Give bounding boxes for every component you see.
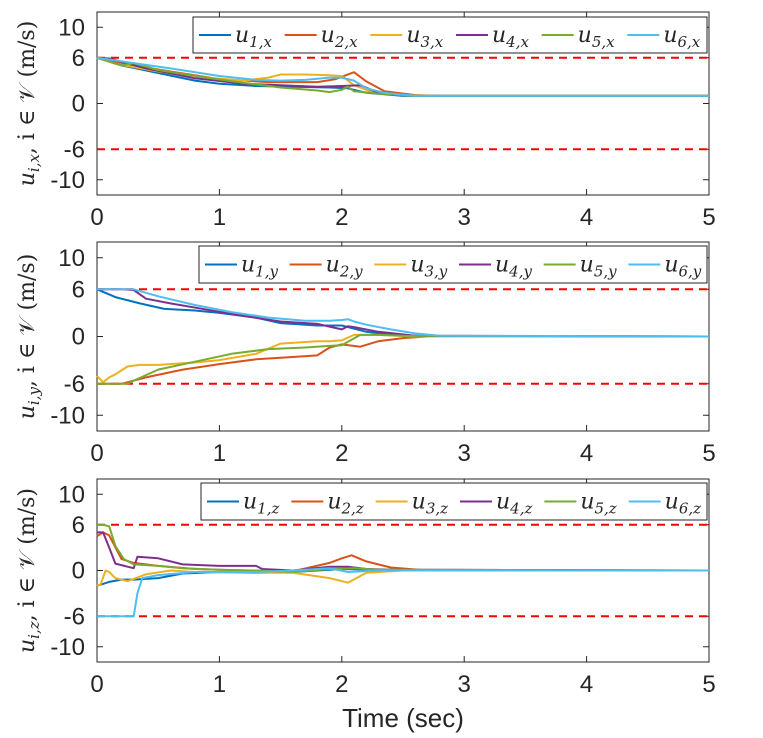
y-tick-label: 10 — [58, 245, 85, 272]
legend-entry-u5z: u5,z — [580, 490, 616, 518]
series-line-u4z — [97, 531, 710, 572]
y-tick-label: 0 — [72, 324, 85, 351]
x-tick-label: 0 — [90, 440, 103, 467]
series-line-u5y — [97, 333, 710, 385]
x-tick-label: 1 — [213, 204, 226, 231]
x-tick-label: 0 — [90, 204, 103, 231]
legend-entry-u1x: u1,x — [235, 23, 272, 51]
x-tick-label: 2 — [335, 440, 348, 467]
legend-entry-u3x: u3,x — [406, 23, 443, 51]
legend-entry-u2z: u2,z — [327, 490, 363, 518]
y-tick-label: -10 — [50, 634, 85, 661]
x-tick-label: 3 — [458, 440, 471, 467]
x-tick-label: 1 — [213, 440, 226, 467]
series-line-u5z — [97, 523, 710, 573]
series-line-u3z — [96, 569, 709, 587]
legend-entry-u3z: u3,z — [412, 490, 448, 518]
x-tick-label: 5 — [702, 671, 715, 698]
legend-entry-u2y: u2,y — [326, 253, 363, 281]
x-tick-label: 0 — [90, 671, 103, 698]
legend-entry-u1z: u1,z — [243, 490, 279, 518]
y-tick-label: 6 — [72, 45, 85, 72]
series-line-u6z — [97, 567, 709, 618]
legend-entry-u4x: u4,x — [492, 23, 529, 51]
legend: u1,z u2,z u3,z u4,z u5,z u6,z — [200, 482, 708, 521]
legend-entry-u5x: u5,x — [578, 23, 615, 51]
y-tick-label: -6 — [64, 371, 85, 398]
chart-panel-2: 0 1 2 3 4 5 10 6 0 -6 -10 ui,y, i ∈ 𝒱 (m/s) u1,y u2,y… — [15, 241, 716, 467]
legend-entry-u6z: u6,z — [665, 490, 701, 518]
legend-entry-u2x: u2,x — [321, 23, 358, 51]
y-tick-label: 10 — [58, 14, 85, 41]
x-tick-label: 5 — [702, 440, 715, 467]
x-tick-label: 4 — [580, 204, 593, 231]
x-tick-label: 3 — [458, 204, 471, 231]
y-axis-label: ui,x, i ∈ 𝒱 (m/s) — [15, 21, 43, 187]
legend-entry-u6y: u6,y — [664, 253, 701, 281]
y-tick-label: 0 — [72, 91, 85, 118]
legend: u1,y u2,y u3,y u4,y u5,y u6,y — [198, 245, 708, 284]
legend: u1,x u2,x u3,x u4,x u5,x u6,x — [192, 16, 708, 54]
y-tick-label: 0 — [72, 558, 85, 585]
x-tick-label: 5 — [702, 204, 715, 231]
y-tick-label: -6 — [64, 603, 85, 630]
legend-entry-u5y: u5,y — [580, 253, 617, 281]
x-tick-label: 3 — [458, 671, 471, 698]
legend-entry-u4z: u4,z — [496, 490, 532, 518]
legend-box — [198, 245, 708, 284]
x-tick-label: 2 — [335, 204, 348, 231]
legend-box — [200, 482, 708, 521]
y-axis-label: ui,z, i ∈ 𝒱 (m/s) — [15, 488, 43, 653]
x-tick-label: 4 — [580, 671, 593, 698]
legend-entry-u4y: u4,y — [495, 253, 532, 281]
series-line-u4y — [97, 288, 710, 338]
y-tick-label: 6 — [72, 512, 85, 539]
series-line-u6x — [96, 56, 709, 97]
y-tick-label: -10 — [50, 167, 85, 194]
x-axis-label: Time (sec) — [342, 703, 464, 733]
x-tick-label: 4 — [580, 440, 593, 467]
x-tick-label: 2 — [335, 671, 348, 698]
legend-entry-u6x: u6,x — [663, 23, 700, 51]
series-line-u3y — [96, 333, 709, 384]
y-tick-label: -10 — [50, 402, 85, 429]
chart-panel-1: 0 1 2 3 4 5 10 6 0 -6 -10 ui,x, i ∈ 𝒱 (m/s) u1,x u2,x… — [15, 11, 716, 231]
y-tick-label: -6 — [64, 136, 85, 163]
series-line-u6y — [97, 288, 710, 338]
legend-box — [192, 16, 708, 54]
series-line-u2y — [97, 335, 709, 385]
y-axis-label: ui,y, i ∈ 𝒱 (m/s) — [15, 254, 43, 420]
x-tick-label: 1 — [213, 671, 226, 698]
y-tick-label: 6 — [72, 276, 85, 303]
legend-entry-u1y: u1,y — [241, 253, 278, 281]
chart-panel-3: 0 1 2 3 4 5 10 6 0 -6 -10 ui,z, i ∈ 𝒱 (m/s) u1,z u2,z… — [15, 478, 716, 733]
y-tick-label: 10 — [58, 481, 85, 508]
legend-entry-u3y: u3,y — [410, 253, 447, 281]
